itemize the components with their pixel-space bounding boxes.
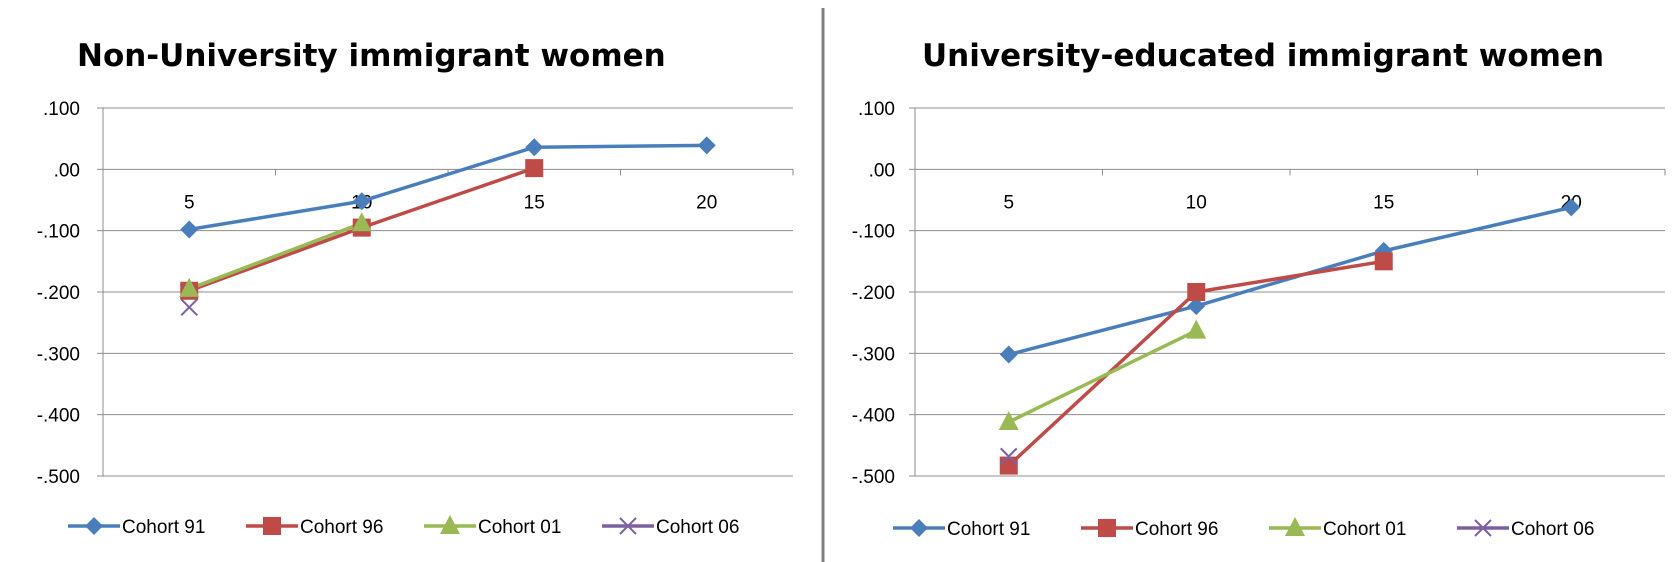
series-line-1 [1008,205,1572,357]
x-tick-label: 15 [1373,192,1394,213]
y-tick-label: -.100 [37,222,80,243]
data-point [1186,319,1207,339]
y-tick-label: -.300 [37,344,80,365]
data-point [1187,283,1206,301]
y-tick-label: -.400 [37,406,80,427]
y-tick-label: -.500 [37,467,80,488]
data-point [180,220,199,239]
legend-label: Cohort 06 [656,517,739,538]
y-tick-label: .00 [54,160,80,181]
series-line-3 [188,221,363,291]
legend-item: Cohort 91 [893,519,1030,540]
x-tick-label: 10 [1186,192,1207,213]
data-point [180,298,198,317]
x-tick-label: 5 [1003,192,1014,213]
data-point [525,159,544,178]
series-line-3 [1007,329,1198,424]
x-marker-stroke [619,517,637,535]
data-point [1187,297,1206,316]
data-point [697,136,716,155]
y-tick-label: .100 [858,99,895,120]
data-point [1374,241,1393,260]
x-tick-label: 15 [524,192,545,213]
legend-label: Cohort 91 [122,517,205,538]
legend-item: Cohort 91 [68,517,205,538]
chart-panel-university: University-educated immigrant women .100… [852,38,1666,540]
legend-marker [1098,519,1116,537]
data-point [525,138,544,157]
chart-panel-non-university: Non-University immigrant women .100 .00 -.… [37,38,794,538]
data-point [352,192,371,211]
legend-label: Cohort 01 [478,517,561,538]
series-line-1 [188,143,707,232]
legend-marker [440,515,460,534]
legend-label: Cohort 06 [1511,519,1594,540]
y-tick-label: -.400 [852,406,895,427]
legend-item: Cohort 96 [1081,519,1218,540]
data-point [999,345,1018,364]
x-tick-label: 5 [184,192,195,213]
legend-marker [1285,517,1305,536]
x-marker-stroke [1000,447,1018,466]
y-tick-label: -.200 [852,283,895,304]
y-tick-label: -.500 [852,467,895,488]
y-tick-label: .00 [869,160,895,181]
legend-marker [85,517,103,535]
data-point [351,212,372,232]
x-tick-label: 20 [696,192,717,213]
legend-label: Cohort 01 [1323,519,1406,540]
legend-marker [1474,519,1492,537]
legend-marker [619,517,637,535]
legend-item: Cohort 01 [424,515,561,538]
data-point [1374,252,1393,271]
legend-label: Cohort 91 [947,519,1030,540]
legend-marker [263,517,281,535]
data-point [999,456,1018,475]
legend-label: Cohort 96 [300,517,383,538]
legend-item: Cohort 06 [1457,519,1594,540]
data-point [998,411,1019,431]
chart-title: Non-University immigrant women [77,38,666,74]
y-tick-label: -.200 [37,283,80,304]
data-point [179,277,200,297]
legend-item: Cohort 96 [246,517,383,538]
y-tick-label: -.100 [852,222,895,243]
x-marker-stroke [1474,519,1492,537]
legend-label: Cohort 96 [1135,519,1218,540]
y-tick-label: -.300 [852,344,895,365]
y-tick-label: .100 [43,99,80,120]
data-point [1562,198,1581,217]
legend-marker [910,519,928,537]
chart-title: University-educated immigrant women [922,38,1604,74]
x-marker-stroke [180,298,198,317]
data-point [1000,447,1018,466]
legend-item: Cohort 01 [1269,517,1406,540]
legend-item: Cohort 06 [602,517,739,538]
